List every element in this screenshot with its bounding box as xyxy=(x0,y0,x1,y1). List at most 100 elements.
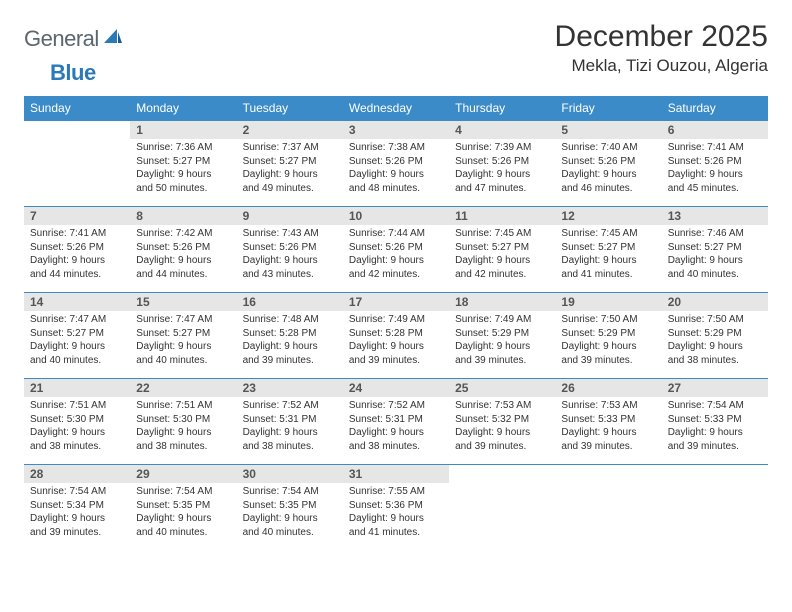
day-number: 30 xyxy=(237,465,343,483)
day-cell: 2Sunrise: 7:37 AMSunset: 5:27 PMDaylight… xyxy=(237,121,343,207)
empty-cell xyxy=(662,465,768,551)
day-number: 20 xyxy=(662,293,768,311)
day-number: 1 xyxy=(130,121,236,139)
day-cell: 11Sunrise: 7:45 AMSunset: 5:27 PMDayligh… xyxy=(449,207,555,293)
day-info: Sunrise: 7:40 AMSunset: 5:26 PMDaylight:… xyxy=(555,139,661,199)
day-cell: 7Sunrise: 7:41 AMSunset: 5:26 PMDaylight… xyxy=(24,207,130,293)
day-cell: 22Sunrise: 7:51 AMSunset: 5:30 PMDayligh… xyxy=(130,379,236,465)
day-number: 13 xyxy=(662,207,768,225)
day-number: 7 xyxy=(24,207,130,225)
day-info: Sunrise: 7:47 AMSunset: 5:27 PMDaylight:… xyxy=(130,311,236,371)
day-number: 19 xyxy=(555,293,661,311)
day-cell: 23Sunrise: 7:52 AMSunset: 5:31 PMDayligh… xyxy=(237,379,343,465)
day-info: Sunrise: 7:36 AMSunset: 5:27 PMDaylight:… xyxy=(130,139,236,199)
day-number: 29 xyxy=(130,465,236,483)
day-number: 24 xyxy=(343,379,449,397)
weekday-header: Tuesday xyxy=(237,96,343,121)
day-info: Sunrise: 7:37 AMSunset: 5:27 PMDaylight:… xyxy=(237,139,343,199)
day-number: 17 xyxy=(343,293,449,311)
day-cell: 28Sunrise: 7:54 AMSunset: 5:34 PMDayligh… xyxy=(24,465,130,551)
calendar-page: General December 2025 Mekla, Tizi Ouzou,… xyxy=(0,0,792,571)
logo-text-blue: Blue xyxy=(50,60,96,86)
day-cell: 21Sunrise: 7:51 AMSunset: 5:30 PMDayligh… xyxy=(24,379,130,465)
logo: General xyxy=(24,26,125,52)
day-number: 22 xyxy=(130,379,236,397)
day-number: 15 xyxy=(130,293,236,311)
day-cell: 20Sunrise: 7:50 AMSunset: 5:29 PMDayligh… xyxy=(662,293,768,379)
day-cell: 4Sunrise: 7:39 AMSunset: 5:26 PMDaylight… xyxy=(449,121,555,207)
day-info: Sunrise: 7:49 AMSunset: 5:29 PMDaylight:… xyxy=(449,311,555,371)
calendar-header-row: SundayMondayTuesdayWednesdayThursdayFrid… xyxy=(24,96,768,121)
day-cell: 26Sunrise: 7:53 AMSunset: 5:33 PMDayligh… xyxy=(555,379,661,465)
day-number: 5 xyxy=(555,121,661,139)
day-cell: 29Sunrise: 7:54 AMSunset: 5:35 PMDayligh… xyxy=(130,465,236,551)
day-number: 11 xyxy=(449,207,555,225)
day-info: Sunrise: 7:53 AMSunset: 5:32 PMDaylight:… xyxy=(449,397,555,457)
logo-text-general: General xyxy=(24,26,99,52)
day-number: 6 xyxy=(662,121,768,139)
weekday-header: Wednesday xyxy=(343,96,449,121)
day-info: Sunrise: 7:48 AMSunset: 5:28 PMDaylight:… xyxy=(237,311,343,371)
day-cell: 18Sunrise: 7:49 AMSunset: 5:29 PMDayligh… xyxy=(449,293,555,379)
day-cell: 31Sunrise: 7:55 AMSunset: 5:36 PMDayligh… xyxy=(343,465,449,551)
week-row: 21Sunrise: 7:51 AMSunset: 5:30 PMDayligh… xyxy=(24,379,768,465)
calendar-body: 1Sunrise: 7:36 AMSunset: 5:27 PMDaylight… xyxy=(24,121,768,551)
weekday-header: Sunday xyxy=(24,96,130,121)
day-info: Sunrise: 7:55 AMSunset: 5:36 PMDaylight:… xyxy=(343,483,449,543)
day-info: Sunrise: 7:52 AMSunset: 5:31 PMDaylight:… xyxy=(237,397,343,457)
day-cell: 5Sunrise: 7:40 AMSunset: 5:26 PMDaylight… xyxy=(555,121,661,207)
day-number: 8 xyxy=(130,207,236,225)
day-cell: 6Sunrise: 7:41 AMSunset: 5:26 PMDaylight… xyxy=(662,121,768,207)
day-cell: 15Sunrise: 7:47 AMSunset: 5:27 PMDayligh… xyxy=(130,293,236,379)
day-number: 25 xyxy=(449,379,555,397)
day-number: 18 xyxy=(449,293,555,311)
day-cell: 9Sunrise: 7:43 AMSunset: 5:26 PMDaylight… xyxy=(237,207,343,293)
day-cell: 13Sunrise: 7:46 AMSunset: 5:27 PMDayligh… xyxy=(662,207,768,293)
calendar-table: SundayMondayTuesdayWednesdayThursdayFrid… xyxy=(24,96,768,551)
weekday-header: Saturday xyxy=(662,96,768,121)
day-cell: 14Sunrise: 7:47 AMSunset: 5:27 PMDayligh… xyxy=(24,293,130,379)
day-info: Sunrise: 7:49 AMSunset: 5:28 PMDaylight:… xyxy=(343,311,449,371)
day-info: Sunrise: 7:44 AMSunset: 5:26 PMDaylight:… xyxy=(343,225,449,285)
day-info: Sunrise: 7:52 AMSunset: 5:31 PMDaylight:… xyxy=(343,397,449,457)
location: Mekla, Tizi Ouzou, Algeria xyxy=(555,56,768,76)
day-info: Sunrise: 7:41 AMSunset: 5:26 PMDaylight:… xyxy=(662,139,768,199)
day-number: 9 xyxy=(237,207,343,225)
day-number: 23 xyxy=(237,379,343,397)
empty-cell xyxy=(449,465,555,551)
day-number: 31 xyxy=(343,465,449,483)
day-number: 27 xyxy=(662,379,768,397)
day-info: Sunrise: 7:51 AMSunset: 5:30 PMDaylight:… xyxy=(24,397,130,457)
day-info: Sunrise: 7:54 AMSunset: 5:35 PMDaylight:… xyxy=(237,483,343,543)
title-block: December 2025 Mekla, Tizi Ouzou, Algeria xyxy=(555,20,768,76)
day-number: 16 xyxy=(237,293,343,311)
day-cell: 16Sunrise: 7:48 AMSunset: 5:28 PMDayligh… xyxy=(237,293,343,379)
day-number: 14 xyxy=(24,293,130,311)
day-cell: 27Sunrise: 7:54 AMSunset: 5:33 PMDayligh… xyxy=(662,379,768,465)
day-cell: 3Sunrise: 7:38 AMSunset: 5:26 PMDaylight… xyxy=(343,121,449,207)
day-info: Sunrise: 7:39 AMSunset: 5:26 PMDaylight:… xyxy=(449,139,555,199)
weekday-header: Thursday xyxy=(449,96,555,121)
week-row: 14Sunrise: 7:47 AMSunset: 5:27 PMDayligh… xyxy=(24,293,768,379)
day-number: 10 xyxy=(343,207,449,225)
day-info: Sunrise: 7:50 AMSunset: 5:29 PMDaylight:… xyxy=(555,311,661,371)
day-cell: 10Sunrise: 7:44 AMSunset: 5:26 PMDayligh… xyxy=(343,207,449,293)
day-info: Sunrise: 7:43 AMSunset: 5:26 PMDaylight:… xyxy=(237,225,343,285)
day-number: 21 xyxy=(24,379,130,397)
day-info: Sunrise: 7:54 AMSunset: 5:33 PMDaylight:… xyxy=(662,397,768,457)
day-cell: 24Sunrise: 7:52 AMSunset: 5:31 PMDayligh… xyxy=(343,379,449,465)
day-number: 4 xyxy=(449,121,555,139)
day-cell: 30Sunrise: 7:54 AMSunset: 5:35 PMDayligh… xyxy=(237,465,343,551)
day-cell: 25Sunrise: 7:53 AMSunset: 5:32 PMDayligh… xyxy=(449,379,555,465)
day-info: Sunrise: 7:42 AMSunset: 5:26 PMDaylight:… xyxy=(130,225,236,285)
day-info: Sunrise: 7:38 AMSunset: 5:26 PMDaylight:… xyxy=(343,139,449,199)
logo-sail-icon xyxy=(103,28,123,51)
weekday-header: Friday xyxy=(555,96,661,121)
day-cell: 12Sunrise: 7:45 AMSunset: 5:27 PMDayligh… xyxy=(555,207,661,293)
day-number: 3 xyxy=(343,121,449,139)
day-info: Sunrise: 7:45 AMSunset: 5:27 PMDaylight:… xyxy=(555,225,661,285)
day-cell: 8Sunrise: 7:42 AMSunset: 5:26 PMDaylight… xyxy=(130,207,236,293)
empty-cell xyxy=(555,465,661,551)
day-info: Sunrise: 7:50 AMSunset: 5:29 PMDaylight:… xyxy=(662,311,768,371)
day-cell: 19Sunrise: 7:50 AMSunset: 5:29 PMDayligh… xyxy=(555,293,661,379)
